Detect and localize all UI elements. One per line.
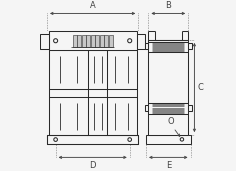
- Bar: [91, 35, 95, 47]
- Bar: [49, 31, 137, 50]
- Bar: [47, 135, 138, 144]
- Bar: [188, 43, 192, 49]
- Bar: [47, 135, 138, 144]
- Bar: [49, 50, 137, 135]
- Bar: [104, 35, 108, 47]
- Bar: [40, 34, 49, 49]
- Bar: [95, 35, 99, 47]
- Text: E: E: [166, 161, 171, 170]
- Text: B: B: [165, 1, 171, 10]
- Bar: [73, 35, 76, 47]
- Text: C: C: [197, 83, 203, 92]
- Bar: [109, 35, 113, 47]
- Bar: [82, 35, 86, 47]
- Bar: [188, 104, 192, 111]
- Bar: [145, 104, 148, 111]
- Bar: [100, 35, 104, 47]
- Bar: [77, 35, 81, 47]
- Text: D: D: [89, 161, 96, 170]
- Bar: [137, 34, 145, 49]
- Text: A: A: [90, 1, 96, 10]
- Bar: [146, 135, 190, 144]
- Bar: [145, 43, 148, 49]
- Bar: [148, 40, 188, 135]
- Text: O: O: [167, 117, 174, 126]
- Bar: [86, 35, 90, 47]
